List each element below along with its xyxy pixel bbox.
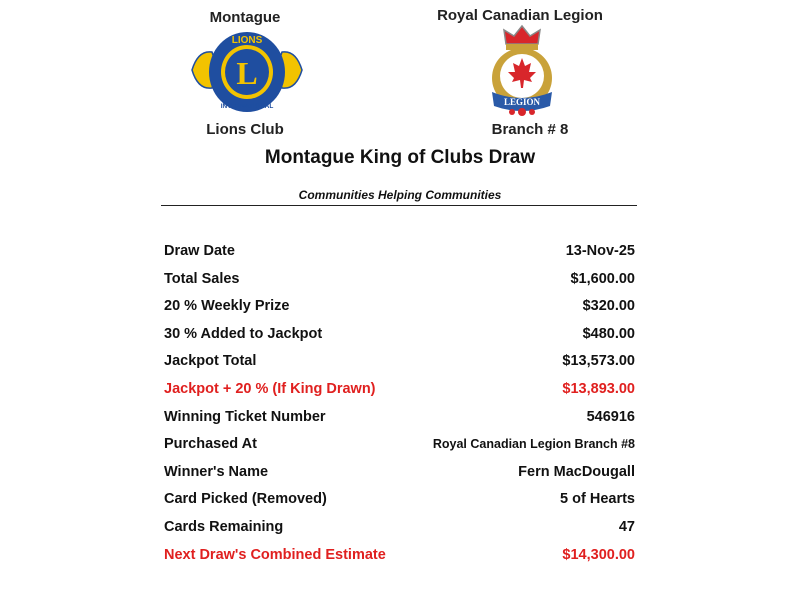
lions-international-logo: L LIONS INTERNATIONAL (188, 30, 306, 121)
row-label: Jackpot + 20 % (If King Drawn) (164, 380, 376, 397)
row-label: Next Draw's Combined Estimate (164, 546, 386, 563)
table-row: Winning Ticket Number 546916 (164, 407, 635, 435)
table-row: Cards Remaining 47 (164, 517, 635, 545)
table-row: Jackpot Total $13,573.00 (164, 351, 635, 379)
row-label: Winner's Name (164, 463, 269, 480)
row-label: Winning Ticket Number (164, 408, 326, 425)
row-value: 546916 (586, 408, 635, 425)
svg-text:L: L (236, 55, 257, 91)
row-value: 13-Nov-25 (565, 243, 635, 259)
row-value: Royal Canadian Legion Branch #8 (432, 437, 635, 452)
row-label: 30 % Added to Jackpot (164, 325, 323, 342)
row-label: Card Picked (Removed) (164, 491, 327, 508)
row-label: Draw Date (164, 243, 235, 259)
row-value: Fern MacDougall (518, 463, 635, 480)
svg-text:INTERNATIONAL: INTERNATIONAL (221, 103, 274, 110)
row-label: 20 % Weekly Prize (164, 298, 290, 315)
page-title: Montague King of Clubs Draw (264, 147, 536, 168)
draw-results-table: Draw Date 13-Nov-25 Total Sales $1,600.00 20… (164, 241, 635, 572)
row-label: Cards Remaining (164, 518, 284, 535)
table-row: 30 % Added to Jackpot $480.00 (164, 324, 635, 352)
table-row: Jackpot + 20 % (If King Drawn) $13,893.00 (164, 379, 635, 407)
svg-text:LEGION: LEGION (504, 97, 541, 107)
row-label: Jackpot Total (164, 353, 257, 370)
table-row: Winner's Name Fern MacDougall (164, 462, 635, 490)
legion-branch-name: Branch # 8 (491, 121, 569, 138)
table-row: Purchased At Royal Canadian Legion Branch… (164, 434, 635, 462)
subtitle: Communities Helping Communities (298, 188, 502, 202)
table-row: Draw Date 13-Nov-25 (164, 241, 635, 269)
row-value: $13,573.00 (562, 353, 635, 370)
lions-club-name-bottom: Lions Club (206, 121, 284, 138)
royal-canadian-legion-logo: LEGION (486, 22, 558, 123)
row-value: $14,300.00 (562, 546, 635, 563)
row-label: Total Sales (164, 270, 240, 287)
table-row: Card Picked (Removed) 5 of Hearts (164, 489, 635, 517)
row-value: $320.00 (582, 298, 635, 315)
row-value: 5 of Hearts (560, 491, 635, 508)
table-row: Next Draw's Combined Estimate $14,300.00 (164, 545, 635, 573)
divider (161, 205, 637, 206)
row-value: $480.00 (582, 325, 635, 342)
table-row: 20 % Weekly Prize $320.00 (164, 296, 635, 324)
table-row: Total Sales $1,600.00 (164, 269, 635, 297)
row-label: Purchased At (164, 436, 257, 453)
legion-name-top: Royal Canadian Legion (437, 7, 603, 24)
svg-text:LIONS: LIONS (232, 35, 263, 46)
lions-club-name-top: Montague (209, 9, 281, 26)
row-value: $13,893.00 (562, 380, 635, 397)
row-value: 47 (618, 518, 635, 535)
row-value: $1,600.00 (570, 270, 635, 287)
